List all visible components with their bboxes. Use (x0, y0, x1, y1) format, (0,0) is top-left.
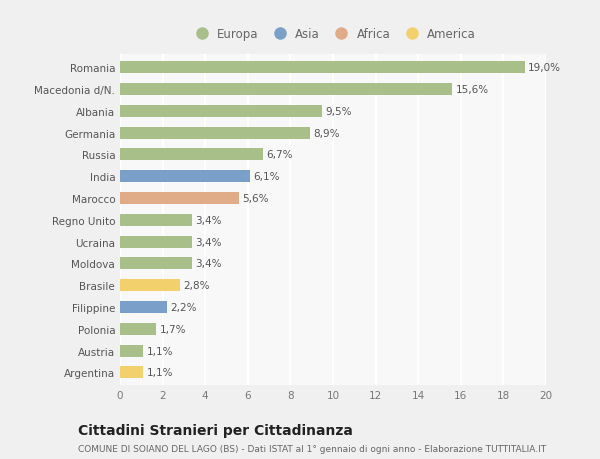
Text: 3,4%: 3,4% (196, 237, 222, 247)
Text: 15,6%: 15,6% (455, 85, 488, 95)
Bar (120, 236, 193, 248)
Bar (120, 62, 525, 74)
Bar (120, 128, 310, 140)
Text: 2,2%: 2,2% (170, 302, 197, 312)
Text: 6,1%: 6,1% (253, 172, 280, 182)
Bar (120, 258, 193, 270)
Text: 8,9%: 8,9% (313, 129, 339, 138)
Text: 6,7%: 6,7% (266, 150, 292, 160)
Bar (120, 214, 193, 226)
Bar (120, 280, 179, 291)
Text: 1,1%: 1,1% (146, 368, 173, 377)
Bar (120, 323, 156, 335)
Bar (120, 193, 239, 205)
Text: 19,0%: 19,0% (528, 63, 561, 73)
Bar (120, 106, 322, 118)
Text: 3,4%: 3,4% (196, 259, 222, 269)
Bar (120, 301, 167, 313)
Text: 1,7%: 1,7% (160, 324, 186, 334)
Text: 3,4%: 3,4% (196, 215, 222, 225)
Legend: Europa, Asia, Africa, America: Europa, Asia, Africa, America (190, 28, 476, 41)
Bar (120, 171, 250, 183)
Bar (120, 345, 143, 357)
Bar (120, 149, 263, 161)
Text: COMUNE DI SOIANO DEL LAGO (BS) - Dati ISTAT al 1° gennaio di ogni anno - Elabora: COMUNE DI SOIANO DEL LAGO (BS) - Dati IS… (78, 444, 546, 453)
Text: 2,8%: 2,8% (183, 280, 209, 291)
Text: 1,1%: 1,1% (146, 346, 173, 356)
Text: 5,6%: 5,6% (242, 194, 269, 204)
Bar (120, 84, 452, 96)
Text: Cittadini Stranieri per Cittadinanza: Cittadini Stranieri per Cittadinanza (78, 423, 353, 437)
Bar (120, 367, 143, 379)
Text: 9,5%: 9,5% (326, 106, 352, 117)
